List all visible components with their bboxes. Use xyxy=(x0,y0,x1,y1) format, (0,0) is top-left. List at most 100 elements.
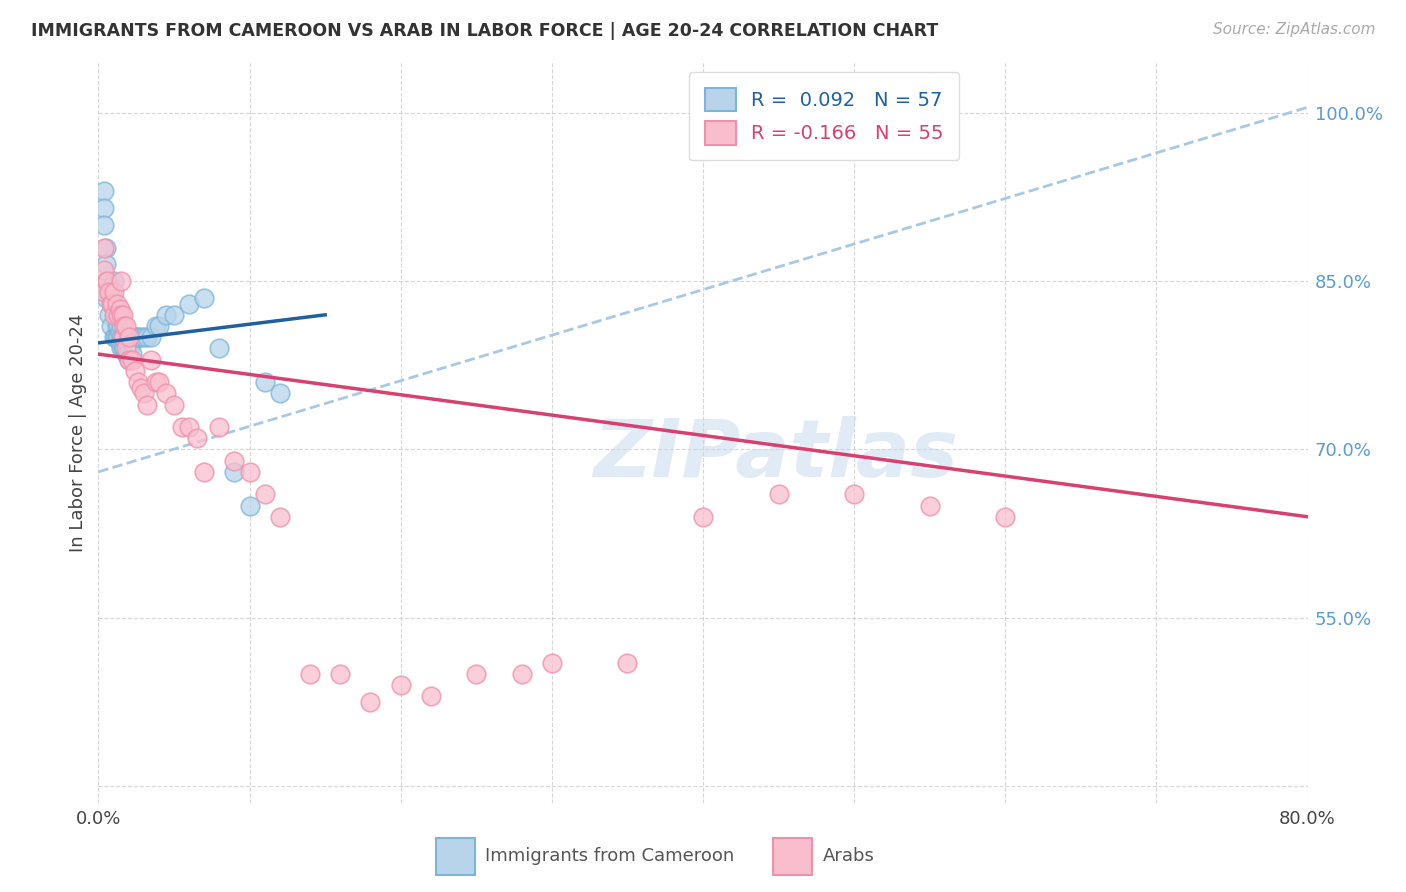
Point xyxy=(132,386,155,401)
Point xyxy=(163,308,186,322)
Point xyxy=(103,274,125,288)
Point xyxy=(93,218,115,232)
Point xyxy=(112,319,135,334)
Text: Immigrants from Cameroon: Immigrants from Cameroon xyxy=(485,847,734,865)
Text: Source: ZipAtlas.com: Source: ZipAtlas.com xyxy=(1212,22,1375,37)
Point xyxy=(107,308,129,322)
Text: Arabs: Arabs xyxy=(823,847,875,865)
Point xyxy=(299,666,322,681)
Point xyxy=(616,656,638,670)
Point xyxy=(98,308,121,322)
Point xyxy=(124,330,146,344)
Point xyxy=(121,352,143,367)
Y-axis label: In Labor Force | Age 20-24: In Labor Force | Age 20-24 xyxy=(69,313,87,552)
Point xyxy=(239,465,262,479)
Point xyxy=(360,695,382,709)
Point xyxy=(129,381,152,395)
FancyBboxPatch shape xyxy=(436,838,475,875)
Point xyxy=(224,465,246,479)
Point xyxy=(93,201,115,215)
Point xyxy=(104,308,127,322)
Point xyxy=(155,386,177,401)
Point xyxy=(135,398,157,412)
Point xyxy=(125,330,148,344)
Point xyxy=(389,678,412,692)
Point xyxy=(253,487,276,501)
FancyBboxPatch shape xyxy=(773,838,813,875)
Point xyxy=(100,296,122,310)
Point xyxy=(208,342,231,356)
Point xyxy=(98,285,121,300)
Point xyxy=(768,487,790,501)
Point xyxy=(239,499,262,513)
Point xyxy=(115,335,138,350)
Point xyxy=(93,240,115,254)
Point xyxy=(135,330,157,344)
Point xyxy=(329,666,352,681)
Point xyxy=(110,342,132,356)
Point xyxy=(111,330,134,344)
Point xyxy=(994,509,1017,524)
Point xyxy=(108,335,131,350)
Point xyxy=(179,420,201,434)
Point xyxy=(692,509,714,524)
Point xyxy=(118,342,141,356)
Point xyxy=(107,330,129,344)
Point xyxy=(103,330,125,344)
Point xyxy=(141,352,163,367)
Point xyxy=(186,431,208,445)
Point xyxy=(110,330,132,344)
Point xyxy=(108,302,131,317)
Point xyxy=(93,285,115,300)
Point xyxy=(93,185,115,199)
Point xyxy=(155,308,177,322)
Point xyxy=(118,330,141,344)
Point xyxy=(114,347,136,361)
Point xyxy=(844,487,866,501)
Point xyxy=(110,308,132,322)
Point xyxy=(114,319,136,334)
Point xyxy=(105,296,128,310)
Legend: R =  0.092   N = 57, R = -0.166   N = 55: R = 0.092 N = 57, R = -0.166 N = 55 xyxy=(689,72,959,161)
Point xyxy=(103,296,125,310)
Point xyxy=(114,342,136,356)
Point xyxy=(193,291,215,305)
Point xyxy=(163,398,186,412)
Point xyxy=(132,330,155,344)
Point xyxy=(96,285,118,300)
Point xyxy=(96,274,118,288)
Point xyxy=(124,364,146,378)
Point xyxy=(148,375,170,389)
Point xyxy=(118,352,141,367)
Point xyxy=(269,509,291,524)
Point xyxy=(148,319,170,334)
Point xyxy=(465,666,488,681)
Point xyxy=(107,319,129,334)
Point xyxy=(104,330,127,344)
Point xyxy=(111,308,134,322)
Point xyxy=(101,296,124,310)
Point xyxy=(112,330,135,344)
Point xyxy=(127,375,149,389)
Point xyxy=(121,335,143,350)
Point xyxy=(170,420,193,434)
Point xyxy=(108,325,131,339)
Point xyxy=(103,308,125,322)
Point xyxy=(129,330,152,344)
Point xyxy=(127,330,149,344)
Point xyxy=(145,375,167,389)
Point xyxy=(110,274,132,288)
Point xyxy=(105,330,128,344)
Point xyxy=(105,319,128,334)
Point xyxy=(115,347,138,361)
Text: ZIPatlas: ZIPatlas xyxy=(593,416,957,494)
Point xyxy=(93,263,115,277)
Point xyxy=(208,420,231,434)
Point xyxy=(269,386,291,401)
Point xyxy=(918,499,941,513)
Point xyxy=(111,342,134,356)
Point xyxy=(540,656,562,670)
Text: IMMIGRANTS FROM CAMEROON VS ARAB IN LABOR FORCE | AGE 20-24 CORRELATION CHART: IMMIGRANTS FROM CAMEROON VS ARAB IN LABO… xyxy=(31,22,938,40)
Point xyxy=(118,330,141,344)
Point xyxy=(103,285,125,300)
